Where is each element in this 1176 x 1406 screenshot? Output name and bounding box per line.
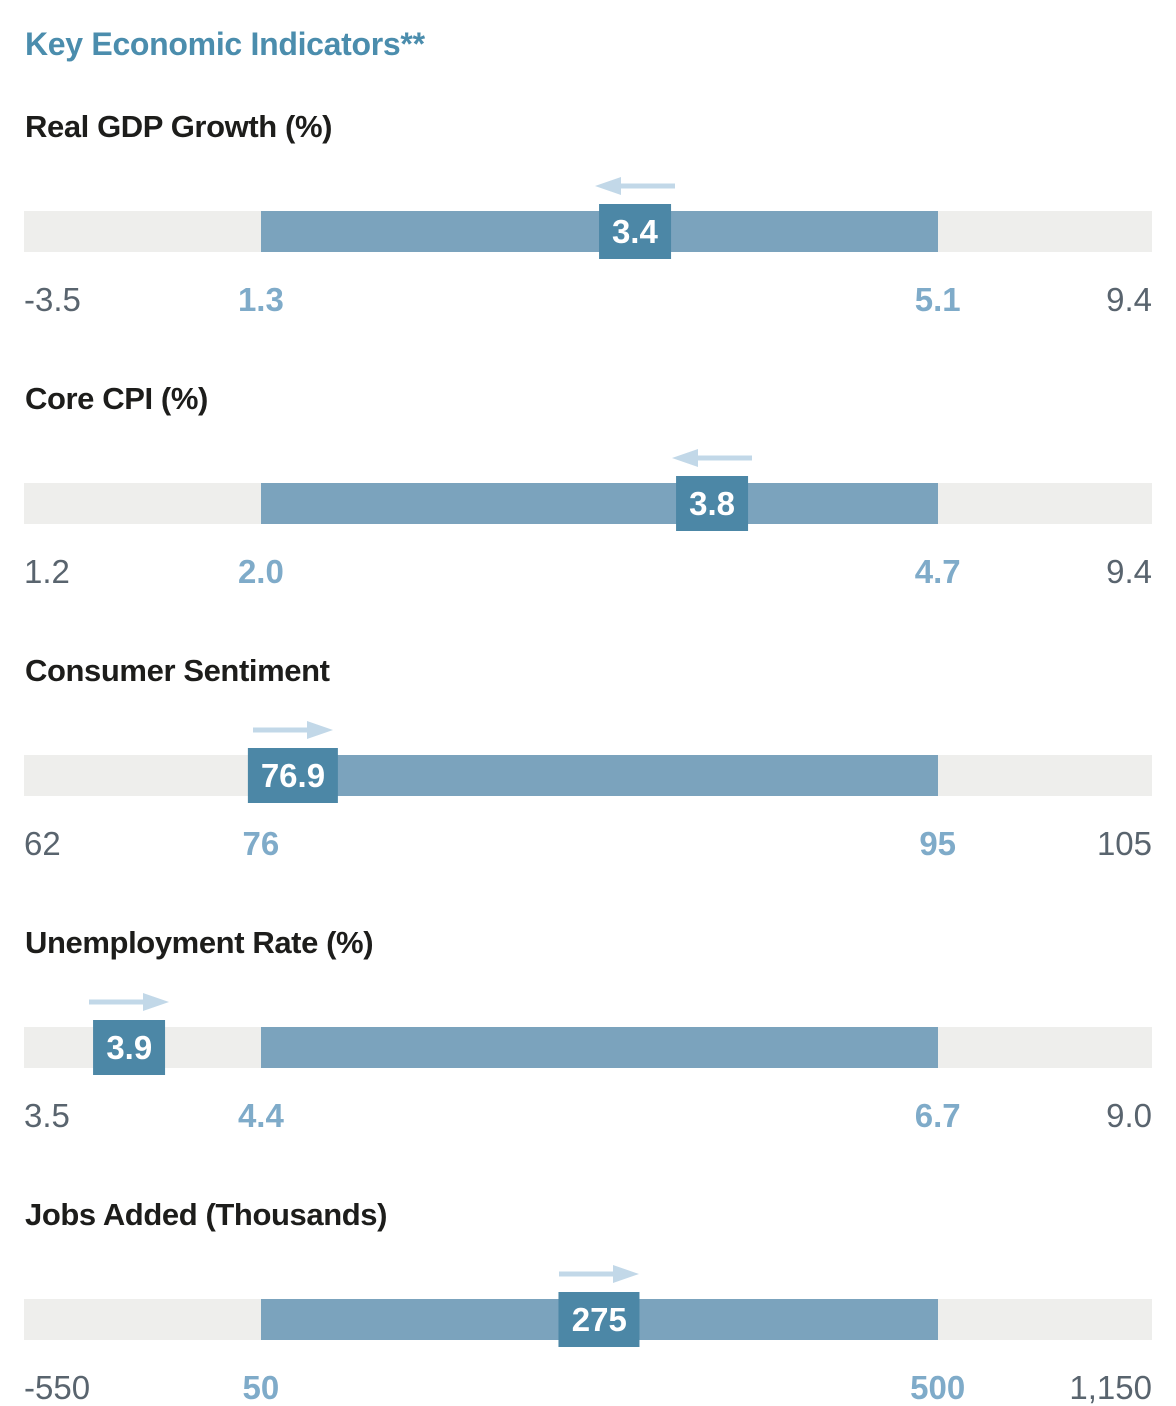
current-value-label: 3.4 <box>611 212 658 250</box>
forecast-range-bar <box>260 483 938 524</box>
current-value-label: 3.8 <box>689 484 736 522</box>
range-low-label: 76 <box>242 825 280 862</box>
forecast-range-bar <box>260 1027 938 1068</box>
trend-arrow-icon <box>89 993 170 1011</box>
range-chart: 3.9 <box>24 993 1152 1075</box>
scale-labels: 1.2 2.0 4.7 9.4 <box>24 553 1152 590</box>
range-low-label: 1.3 <box>237 281 284 318</box>
indicator-section-cpi: Core CPI (%) 3.8 1.2 2.0 4.7 9.4 <box>24 379 1152 590</box>
range-high-label: 5.1 <box>914 281 961 318</box>
indicator-section-sentiment: Consumer Sentiment 76.9 62 76 95 105 <box>24 651 1152 862</box>
indicator-section-unemployment: Unemployment Rate (%) 3.9 3.5 4.4 6.7 9.… <box>24 923 1152 1134</box>
indicator-title: Consumer Sentiment <box>25 653 330 688</box>
indicator-section-jobs: Jobs Added (Thousands) 275 -550 50 500 1… <box>24 1195 1152 1406</box>
indicator-title: Jobs Added (Thousands) <box>25 1197 388 1232</box>
trend-arrow-icon <box>559 1265 640 1283</box>
page-title: Key Economic Indicators** <box>25 26 425 62</box>
trend-arrow-icon <box>252 721 333 739</box>
scale-labels: -550 50 500 1,150 <box>24 1369 1152 1406</box>
forecast-range-bar <box>260 755 938 796</box>
scale-labels: 62 76 95 105 <box>24 825 1152 862</box>
scale-max-label: 105 <box>1096 825 1152 862</box>
current-value-label: 275 <box>571 1300 627 1338</box>
current-value-marker: 3.4 <box>598 204 671 259</box>
scale-labels: -3.5 1.3 5.1 9.4 <box>24 281 1152 318</box>
range-high-label: 6.7 <box>914 1097 961 1134</box>
current-value-label: 76.9 <box>260 756 326 794</box>
scale-max-label: 1,150 <box>1069 1369 1152 1406</box>
current-value-marker: 3.9 <box>93 1020 166 1075</box>
range-low-label: 50 <box>242 1369 280 1406</box>
range-high-label: 500 <box>910 1369 966 1406</box>
range-high-label: 4.7 <box>914 553 961 590</box>
range-low-label: 2.0 <box>237 553 284 590</box>
scale-min-label: -550 <box>24 1369 91 1406</box>
range-chart: 3.4 <box>24 177 1152 259</box>
range-high-label: 95 <box>919 825 957 862</box>
trend-arrow-icon <box>672 449 753 467</box>
scale-min-label: -3.5 <box>24 281 81 318</box>
scale-labels: 3.5 4.4 6.7 9.0 <box>24 1097 1152 1134</box>
trend-arrow-icon <box>594 177 675 195</box>
current-value-marker: 76.9 <box>247 748 339 803</box>
range-low-label: 4.4 <box>237 1097 284 1134</box>
scale-max-label: 9.4 <box>1106 281 1152 318</box>
scale-max-label: 9.4 <box>1106 553 1152 590</box>
indicator-title: Core CPI (%) <box>25 381 208 416</box>
scale-min-label: 3.5 <box>24 1097 70 1134</box>
indicator-title: Unemployment Rate (%) <box>25 925 374 960</box>
indicator-section-gdp: Real GDP Growth (%) 3.4 -3.5 1.3 5.1 9.4 <box>24 107 1152 318</box>
range-chart: 76.9 <box>24 721 1152 803</box>
current-value-label: 3.9 <box>106 1028 153 1066</box>
scale-min-label: 1.2 <box>24 553 70 590</box>
scale-max-label: 9.0 <box>1106 1097 1152 1134</box>
scale-min-label: 62 <box>24 825 61 862</box>
indicator-title: Real GDP Growth (%) <box>25 109 333 144</box>
current-value-marker: 275 <box>558 1292 640 1347</box>
range-chart: 275 <box>24 1265 1152 1347</box>
range-chart: 3.8 <box>24 449 1152 531</box>
current-value-marker: 3.8 <box>676 476 749 531</box>
